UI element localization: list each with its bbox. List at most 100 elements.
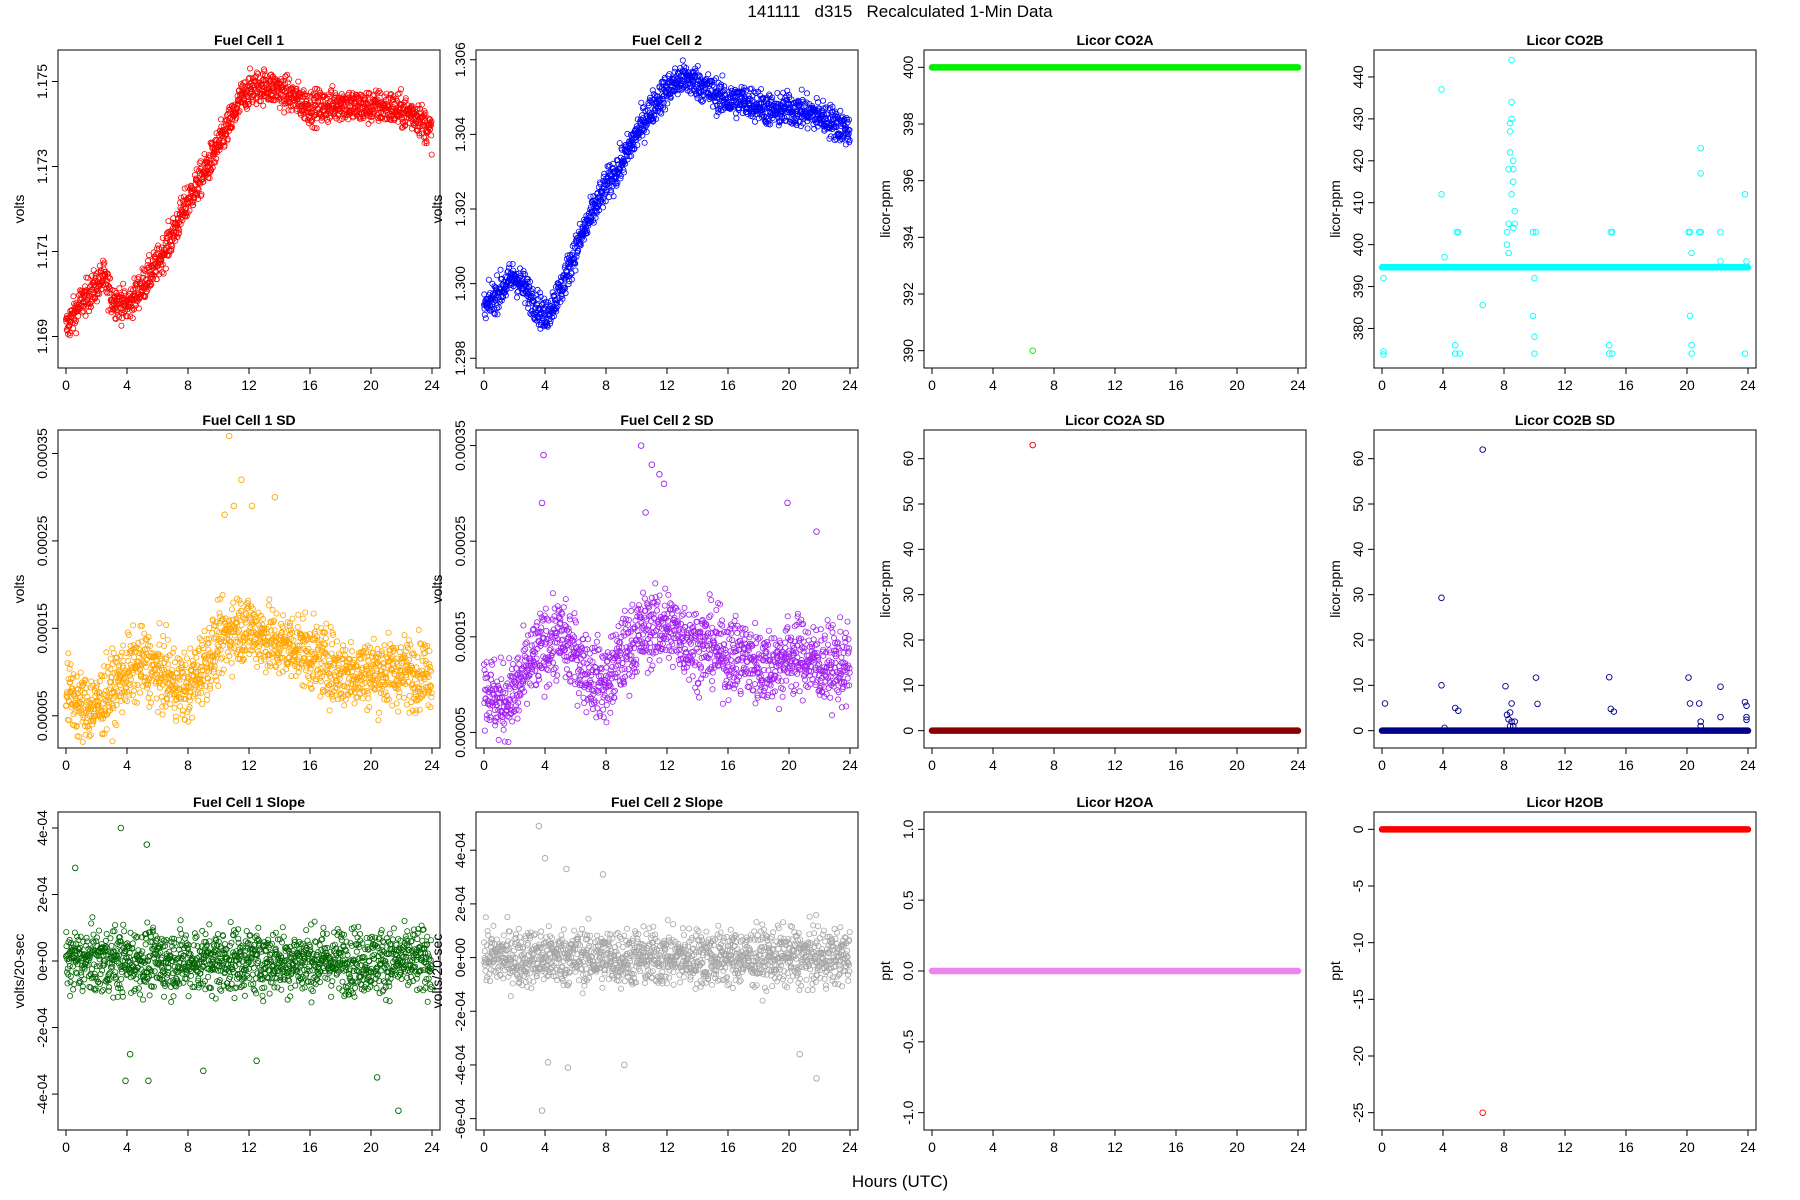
data-point bbox=[145, 257, 152, 264]
data-point bbox=[73, 330, 80, 337]
data-point bbox=[1688, 350, 1695, 357]
data-point bbox=[733, 115, 740, 122]
data-point bbox=[185, 199, 192, 206]
y-tick-label: 440 bbox=[1350, 65, 1366, 89]
data-point bbox=[679, 57, 686, 64]
data-point bbox=[143, 288, 150, 295]
data-point bbox=[428, 132, 435, 139]
data-point bbox=[183, 655, 190, 662]
plot-frame bbox=[475, 429, 859, 749]
data-point bbox=[159, 234, 166, 241]
data-point bbox=[135, 639, 142, 646]
data-point bbox=[585, 636, 592, 643]
data-point bbox=[396, 689, 403, 696]
data-point bbox=[583, 709, 590, 716]
data-point bbox=[295, 611, 302, 618]
data-point bbox=[118, 322, 125, 329]
data-point bbox=[152, 268, 159, 275]
data-point bbox=[201, 151, 208, 158]
data-point bbox=[167, 701, 174, 708]
x-tick-label: 20 bbox=[781, 377, 797, 393]
data-point bbox=[256, 98, 263, 105]
data-point bbox=[93, 270, 100, 277]
data-point bbox=[495, 736, 502, 743]
data-point bbox=[252, 655, 259, 662]
panel-4: Fuel Cell 1 SD0 4 8 12 16 20 240.000050.000150… bbox=[11, 412, 441, 773]
data-point bbox=[515, 654, 522, 661]
data-point bbox=[154, 708, 161, 715]
data-point bbox=[289, 84, 296, 91]
data-point bbox=[1503, 241, 1511, 248]
data-point bbox=[385, 629, 392, 636]
data-point bbox=[103, 726, 110, 733]
data-point bbox=[249, 99, 256, 106]
data-point bbox=[318, 117, 325, 124]
data-point bbox=[284, 79, 291, 86]
data-point bbox=[344, 680, 351, 687]
y-tick-label: 1.306 bbox=[452, 42, 468, 77]
y-tick-label: 420 bbox=[1350, 149, 1366, 173]
data-point bbox=[1686, 312, 1694, 320]
data-point bbox=[266, 596, 273, 603]
data-point bbox=[72, 317, 79, 324]
data-point bbox=[156, 620, 163, 627]
data-point bbox=[522, 640, 529, 647]
data-point bbox=[128, 676, 135, 683]
data-point bbox=[320, 94, 327, 101]
x-tick-label: 4 bbox=[541, 757, 549, 773]
data-point bbox=[233, 109, 240, 116]
y-tick-label: 390 bbox=[1350, 275, 1366, 299]
panel-1: Fuel Cell 20 4 8 12 16 20 241.2981.3001.3021.3… bbox=[429, 32, 859, 393]
data-point bbox=[121, 288, 128, 295]
data-point bbox=[198, 689, 205, 696]
data-point bbox=[1531, 274, 1538, 282]
data-point bbox=[129, 315, 136, 322]
y-tick-label: 394 bbox=[900, 225, 916, 249]
data-point bbox=[194, 192, 201, 199]
data-point bbox=[211, 663, 218, 670]
x-tick-label: 16 bbox=[302, 377, 318, 393]
x-tick-label: 24 bbox=[424, 377, 440, 393]
data-point bbox=[246, 65, 253, 72]
data-point bbox=[514, 715, 521, 722]
data-point bbox=[156, 641, 163, 648]
data-point bbox=[523, 639, 530, 646]
data-point bbox=[562, 596, 569, 603]
data-point bbox=[351, 700, 358, 707]
x-tick-label: 0 bbox=[62, 377, 70, 393]
y-tick-label: 0.00025 bbox=[452, 516, 468, 567]
data-point bbox=[276, 104, 283, 111]
y-tick-label: 380 bbox=[1350, 317, 1366, 341]
data-point bbox=[327, 624, 334, 631]
data-point bbox=[168, 245, 175, 252]
data-point bbox=[381, 642, 388, 649]
data-point bbox=[481, 311, 488, 318]
data-point bbox=[70, 293, 77, 300]
data-point bbox=[1506, 128, 1514, 135]
data-point bbox=[159, 269, 166, 276]
data-point bbox=[81, 302, 88, 309]
data-point bbox=[67, 329, 74, 336]
data-point bbox=[147, 282, 154, 289]
data-point bbox=[171, 704, 178, 711]
data-points bbox=[480, 57, 853, 332]
data-point bbox=[1508, 56, 1515, 64]
x-tick-label: 12 bbox=[1107, 377, 1123, 393]
x-tick-label: 24 bbox=[1740, 377, 1756, 393]
data-point bbox=[575, 690, 582, 697]
panel-title: Fuel Cell 1 SD bbox=[202, 412, 295, 428]
data-point bbox=[376, 709, 383, 716]
data-point bbox=[209, 629, 216, 636]
data-point bbox=[1717, 228, 1724, 236]
data-point bbox=[1508, 191, 1515, 198]
y-tick-label: 1.173 bbox=[34, 149, 50, 184]
y-tick-label: 1.171 bbox=[34, 234, 50, 269]
data-point bbox=[317, 98, 324, 105]
data-point bbox=[719, 72, 726, 79]
y-tick-label: 0.00035 bbox=[452, 420, 468, 471]
x-tick-label: 8 bbox=[184, 757, 192, 773]
data-point bbox=[395, 694, 402, 701]
data-point bbox=[186, 207, 193, 214]
data-point bbox=[237, 600, 244, 607]
plot-frame bbox=[1373, 49, 1757, 369]
